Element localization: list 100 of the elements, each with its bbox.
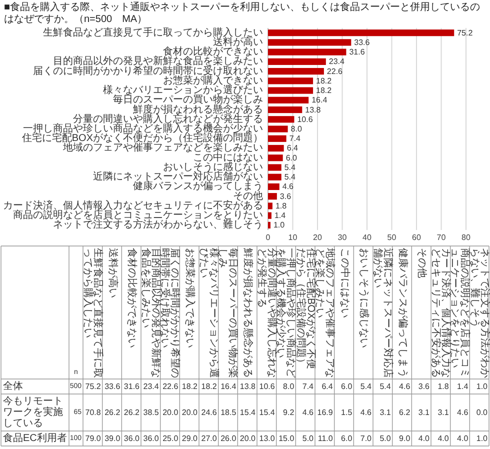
y-tick-label: 生鮮食品など直接見て手に取ってから購入したい (43, 26, 263, 38)
data-label: 9.0 (399, 434, 411, 443)
data-label: 20.0 (240, 434, 256, 443)
data-label: 1.0 (476, 434, 488, 443)
bar (268, 106, 302, 114)
data-label: 6.4 (286, 144, 299, 153)
bar (268, 212, 272, 219)
data-label: 4.6 (399, 382, 411, 391)
data-label: 13.8 (305, 105, 322, 114)
bar (268, 174, 282, 180)
data-label: 10.6 (259, 382, 276, 391)
data-label: 5.0 (302, 434, 314, 443)
data-label: 1.0 (273, 220, 286, 230)
bar (268, 30, 454, 36)
bar (268, 87, 314, 94)
data-label: 15.0 (278, 434, 295, 443)
data-label: 1.5 (341, 408, 353, 417)
bar (268, 202, 272, 210)
data-label: 33.6 (104, 382, 121, 391)
data-label: 10.6 (297, 114, 314, 124)
bar (268, 154, 283, 162)
data-label: 15.4 (259, 408, 276, 417)
data-label: 16.9 (317, 408, 334, 417)
data-label: 18.2 (316, 86, 332, 96)
data-label: 6.0 (341, 382, 353, 391)
data-label: 31.6 (124, 382, 140, 391)
y-tick-label: 食品EC利用者 (3, 433, 67, 444)
bar (268, 58, 326, 65)
x-tick-label: 40 (362, 233, 372, 242)
x-tick-label: 20 (313, 233, 322, 242)
x-tick-label: この中にはない (338, 248, 350, 320)
data-label: 4.0 (438, 434, 450, 443)
data-label: 7.4 (302, 382, 314, 391)
bar (268, 126, 288, 132)
data-label: 1.4 (274, 211, 286, 220)
data-label: 11.0 (318, 434, 334, 443)
bar (268, 116, 294, 123)
data-label: 26.2 (104, 408, 121, 417)
bar (268, 39, 352, 46)
data-label: 6.0 (341, 434, 353, 443)
y-tick-label: 健康バランスが偏ってしまう (133, 180, 263, 192)
data-label: 13.0 (259, 434, 276, 443)
data-label: 6.0 (286, 153, 298, 162)
y-tick-label: 送料が高い (213, 36, 263, 48)
data-label: 8.0 (290, 124, 302, 134)
data-label: 3.1 (438, 408, 450, 417)
data-label: 7.0 (360, 434, 372, 443)
data-label: 4.6 (457, 408, 469, 417)
x-tick-label: 80 (462, 233, 471, 242)
x-tick-label: 70 (436, 233, 446, 242)
data-label: 3.1 (418, 408, 430, 417)
bar (268, 193, 277, 200)
data-label: 26.0 (220, 434, 237, 443)
x-tick-label: 30 (338, 233, 348, 242)
data-label: 31.6 (349, 48, 366, 57)
data-label: 3.6 (280, 192, 292, 201)
y-tick-label: 鮮度が損なわれる懸念がある (133, 103, 263, 116)
y-tick-label: その他 (233, 190, 263, 202)
data-label: 1.8 (275, 201, 288, 210)
x-tick-label: 50 (387, 233, 397, 242)
data-label: 1.8 (438, 382, 450, 391)
data-label: 3.6 (418, 382, 430, 391)
bar (268, 164, 282, 171)
y-tick-label: 届くのに時間がかかり希望の時間帯に受け取れない (33, 64, 263, 77)
data-label: 13.8 (240, 382, 256, 391)
data-label: 26.2 (124, 408, 140, 417)
data-label: 33.6 (354, 38, 370, 47)
bar (268, 96, 309, 104)
data-label: 23.4 (328, 57, 346, 66)
data-label: 38.5 (143, 408, 160, 417)
data-label: 36.0 (124, 434, 140, 443)
data-label: 75.2 (85, 382, 102, 391)
x-tick-label: その他 (416, 248, 427, 280)
data-label: 4.6 (282, 182, 294, 192)
y-tick-label: ネットで注文する方法がわからない、難しそう (53, 218, 263, 231)
data-label: 5.4 (284, 172, 296, 182)
data-label: 5.4 (360, 382, 372, 391)
data-label: 1.0 (476, 382, 488, 391)
data-label: 79.0 (85, 434, 102, 443)
data-label: 5.0 (380, 434, 392, 443)
x-tick-label: カード決済、個人情報入力などセキュリティに不安がある (430, 248, 451, 378)
data-label: 16.4 (220, 382, 237, 391)
data-label: 22.6 (326, 66, 344, 76)
data-label: 18.2 (182, 382, 198, 391)
data-label: 4.6 (360, 408, 372, 417)
data-label: 16.4 (312, 96, 328, 105)
data-label: 22.6 (162, 382, 179, 391)
data-label: 5.4 (284, 162, 296, 172)
x-tick-label: 60 (412, 233, 422, 242)
chart-title: ■食品を購入する際、ネット通販やネットスーパーを利用しない、もしくは食品スーパーと併用しているのはなぜですか。（n=500 MA） (4, 2, 482, 26)
data-label: 20.0 (182, 408, 198, 417)
data-label: 24.6 (201, 408, 218, 417)
data-label: 18.5 (220, 408, 237, 417)
x-tick-label: 近隣にネットスーパー対応店舗がない (372, 248, 393, 378)
data-label: 39.0 (104, 434, 121, 443)
data-label: 5.4 (380, 382, 392, 391)
data-label: 20.0 (162, 408, 179, 417)
bar (268, 78, 314, 84)
data-label: 18.2 (201, 382, 218, 391)
data-label: 75.2 (457, 28, 474, 38)
